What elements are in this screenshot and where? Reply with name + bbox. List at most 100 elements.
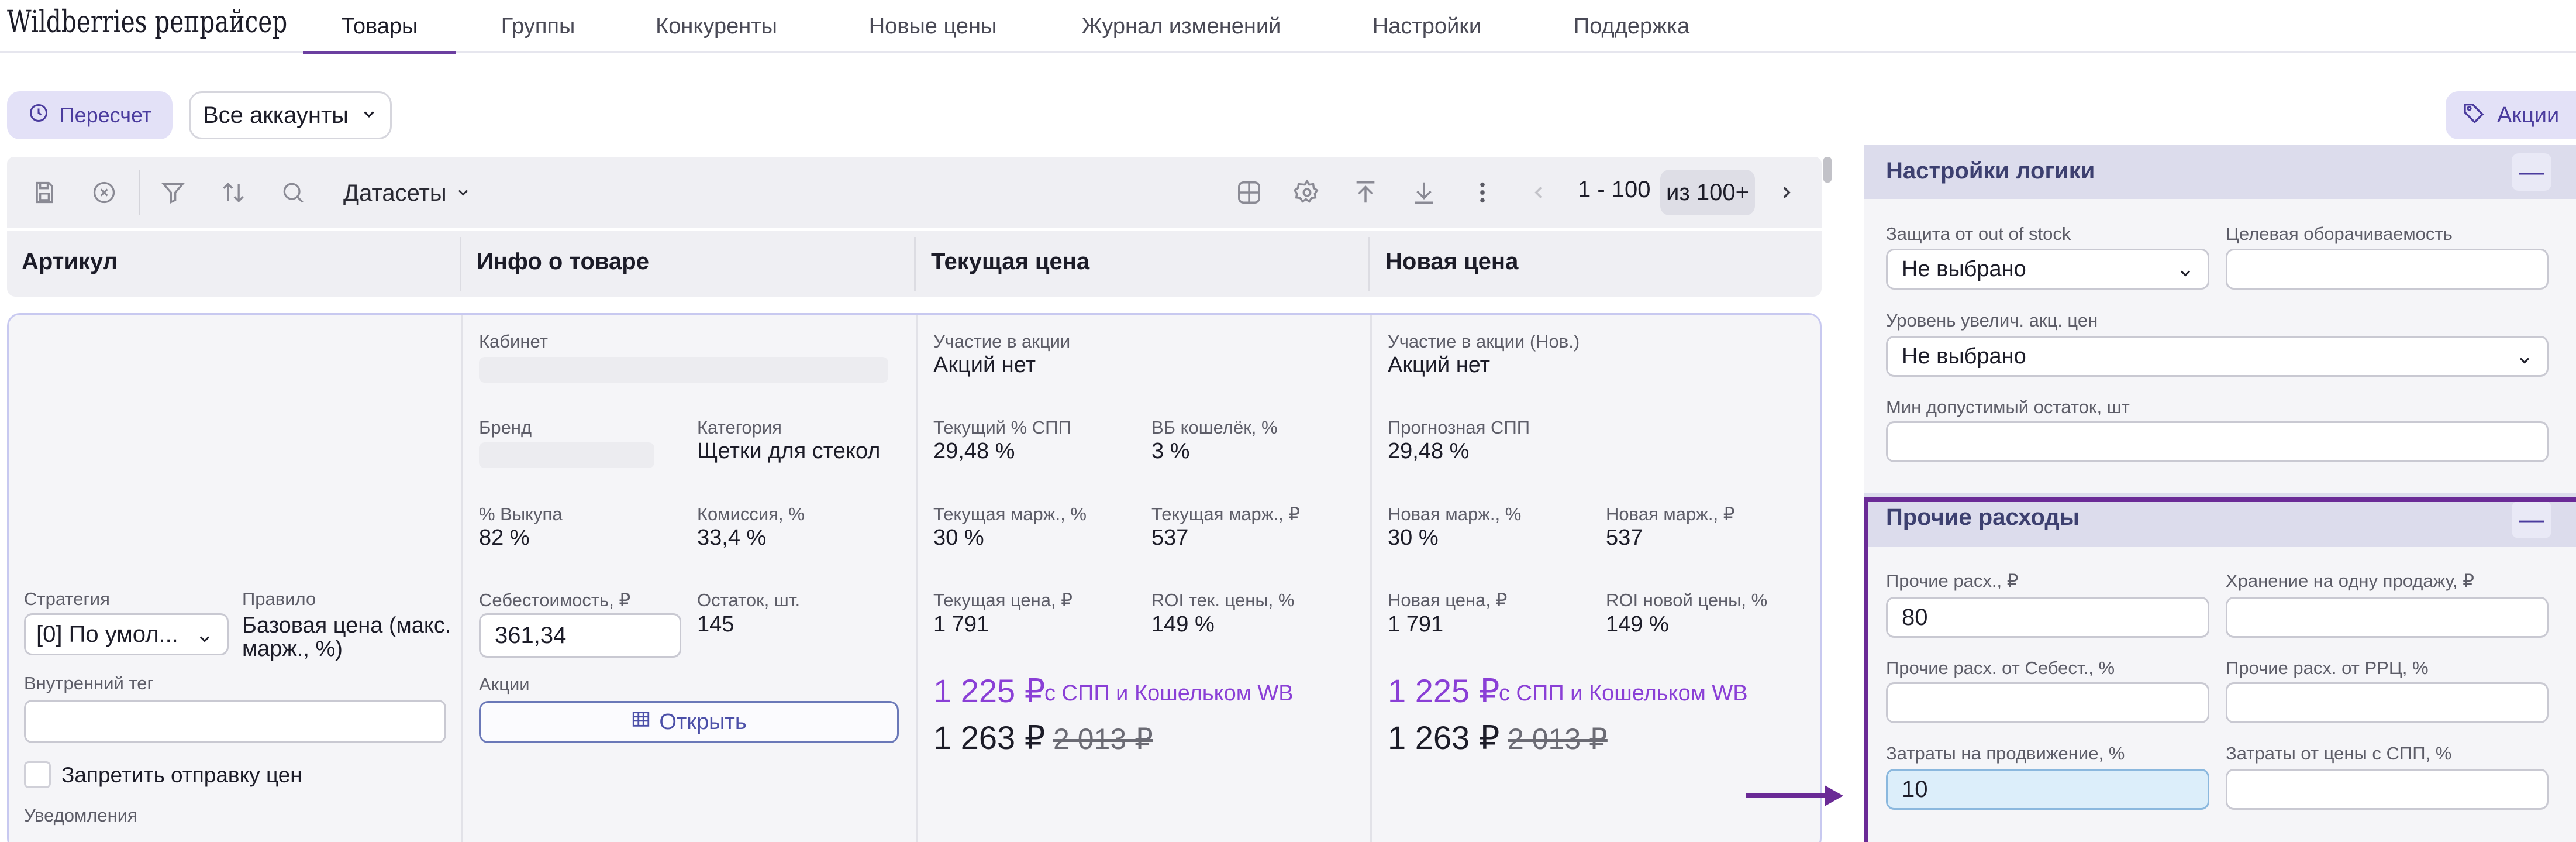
pct-rrc-input[interactable] xyxy=(2226,682,2549,723)
toolbar-divider xyxy=(139,170,140,215)
category-label: Категория xyxy=(697,417,782,438)
tab-products[interactable]: Товары xyxy=(303,0,456,54)
current-price-old: 2 013 ₽ xyxy=(1053,723,1153,755)
upload-icon[interactable] xyxy=(1349,176,1382,209)
block-prices-label: Запретить отправку цен xyxy=(61,763,302,787)
brand-label: Бренд xyxy=(479,417,532,438)
spp-cost-input[interactable] xyxy=(2226,769,2549,810)
new-price-spp-note: с СПП и Кошельком WB xyxy=(1499,681,1748,706)
save-icon[interactable] xyxy=(27,176,61,209)
strategy-value: [0] По умол... xyxy=(36,621,178,647)
chevron-down-icon xyxy=(2516,349,2533,374)
column-divider xyxy=(914,237,916,291)
tab-groups[interactable]: Группы xyxy=(501,13,575,39)
clear-icon[interactable] xyxy=(87,176,121,209)
new-price-final: 1 263 ₽ xyxy=(1388,719,1500,756)
accounts-label: Все аккаунты xyxy=(202,102,349,128)
product-row: Стратегия [0] По умол... Правило Базовая… xyxy=(7,313,1822,842)
gear-icon[interactable] xyxy=(1290,176,1324,209)
raise-level-select[interactable]: Не выбрано xyxy=(1886,336,2549,377)
rule-value-line2: марж., %) xyxy=(242,637,343,661)
tab-change-log[interactable]: Журнал изменений xyxy=(1081,13,1281,39)
download-icon[interactable] xyxy=(1407,176,1441,209)
chevron-left-icon[interactable] xyxy=(1522,176,1556,209)
app-brand: Wildberries репрайсер xyxy=(7,5,288,40)
current-price-spp-note: с СПП и Кошельком WB xyxy=(1044,681,1294,706)
stock-label: Остаток, шт. xyxy=(697,590,801,610)
pct-cost-input[interactable] xyxy=(1886,682,2209,723)
pct-cost-label: Прочие расх. от Себест., % xyxy=(1886,658,2115,678)
search-icon[interactable] xyxy=(276,176,310,209)
recalc-button[interactable]: Пересчет xyxy=(7,91,173,139)
oos-label: Защита от out of stock xyxy=(1886,224,2071,244)
tab-competitors[interactable]: Конкуренты xyxy=(656,13,777,39)
min-stock-input[interactable] xyxy=(1886,421,2549,462)
column-new-price[interactable]: Новая цена xyxy=(1385,249,1519,274)
new-margin-rub-value: 537 xyxy=(1606,525,1643,550)
raise-level-value: Не выбрано xyxy=(1902,343,2026,369)
cost-input[interactable]: 361,34 xyxy=(479,613,681,658)
strategy-select[interactable]: [0] По умол... xyxy=(24,613,229,655)
tab-new-prices[interactable]: Новые цены xyxy=(868,13,997,39)
column-product-info[interactable]: Инфо о товаре xyxy=(477,249,649,274)
column-current-price[interactable]: Текущая цена xyxy=(931,249,1090,274)
other-expenses-title: Прочие расходы xyxy=(1886,504,2080,530)
cabinet-value-redacted xyxy=(479,357,888,383)
turnover-input[interactable] xyxy=(2226,249,2549,290)
new-price-spp: 1 225 ₽ xyxy=(1388,672,1500,709)
grid-icon[interactable] xyxy=(1232,176,1266,209)
table-scrollbar[interactable] xyxy=(1823,157,1832,183)
tab-support[interactable]: Поддержка xyxy=(1573,13,1690,39)
column-article[interactable]: Артикул xyxy=(22,249,118,274)
collapse-logic-button[interactable]: — xyxy=(2512,153,2551,191)
internal-tag-input[interactable] xyxy=(24,700,446,743)
cost-label: Себестоимость, ₽ xyxy=(479,590,631,610)
raise-level-label: Уровень увелич. акц. цен xyxy=(1886,310,2098,331)
other-exp-label: Прочие расх., ₽ xyxy=(1886,571,2019,591)
pct-rrc-label: Прочие расх. от РРЦ, % xyxy=(2226,658,2429,678)
open-label: Открыть xyxy=(659,709,747,734)
column-divider xyxy=(1370,315,1372,842)
promotions-button[interactable]: Акции xyxy=(2446,91,2576,139)
chevron-down-icon xyxy=(2177,262,2194,287)
promo-cost-label: Затраты на продвижение, % xyxy=(1886,743,2125,764)
buyout-label: % Выкупа xyxy=(479,504,563,524)
promo-cost-input[interactable]: 10 xyxy=(1886,769,2209,810)
chevron-right-icon[interactable] xyxy=(1770,176,1803,209)
pager-total[interactable]: из 100+ xyxy=(1660,170,1755,215)
current-price-spp: 1 225 ₽ xyxy=(933,672,1046,709)
new-margin-pct-value: 30 % xyxy=(1388,525,1439,550)
datasets-dropdown[interactable]: Датасеты xyxy=(343,177,471,209)
tab-settings[interactable]: Настройки xyxy=(1372,13,1482,39)
rule-value-line1: Базовая цена (макс. xyxy=(242,613,451,638)
sort-icon[interactable] xyxy=(216,176,250,209)
collapse-other-button[interactable]: — xyxy=(2512,501,2551,538)
filter-icon[interactable] xyxy=(156,176,190,209)
accounts-dropdown[interactable]: Все аккаунты xyxy=(189,91,392,139)
min-stock-label: Мин допустимый остаток, шт xyxy=(1886,397,2130,417)
stock-value: 145 xyxy=(697,612,734,637)
logic-settings-title: Настройки логики xyxy=(1886,158,2095,184)
annotation-arrow xyxy=(1746,793,1827,798)
buyout-value: 82 % xyxy=(479,525,530,550)
new-margin-pct-label: Новая марж., % xyxy=(1388,504,1522,524)
block-prices-checkbox[interactable] xyxy=(24,761,51,788)
tag-label: Внутренний тег xyxy=(24,673,154,693)
current-price-value: 1 791 xyxy=(933,612,989,637)
promotions-label: Акции xyxy=(2497,102,2560,128)
more-icon[interactable] xyxy=(1465,176,1499,209)
oos-select[interactable]: Не выбрано xyxy=(1886,249,2209,290)
current-roi-label: ROI тек. цены, % xyxy=(1151,590,1295,610)
turnover-label: Целевая оборачиваемость xyxy=(2226,224,2453,244)
other-exp-input[interactable]: 80 xyxy=(1886,597,2209,638)
commission-label: Комиссия, % xyxy=(697,504,805,524)
storage-input[interactable] xyxy=(2226,597,2549,638)
oos-value: Не выбрано xyxy=(1902,256,2026,281)
annotation-arrow-head xyxy=(1825,785,1843,806)
highlight-frame xyxy=(1864,497,2576,842)
brand-value-redacted xyxy=(479,442,654,468)
category-value: Щетки для стекол xyxy=(697,439,881,463)
new-promo-label: Участие в акции (Нов.) xyxy=(1388,331,1580,352)
open-promos-button[interactable]: Открыть xyxy=(479,701,899,743)
new-price-value: 1 791 xyxy=(1388,612,1444,637)
